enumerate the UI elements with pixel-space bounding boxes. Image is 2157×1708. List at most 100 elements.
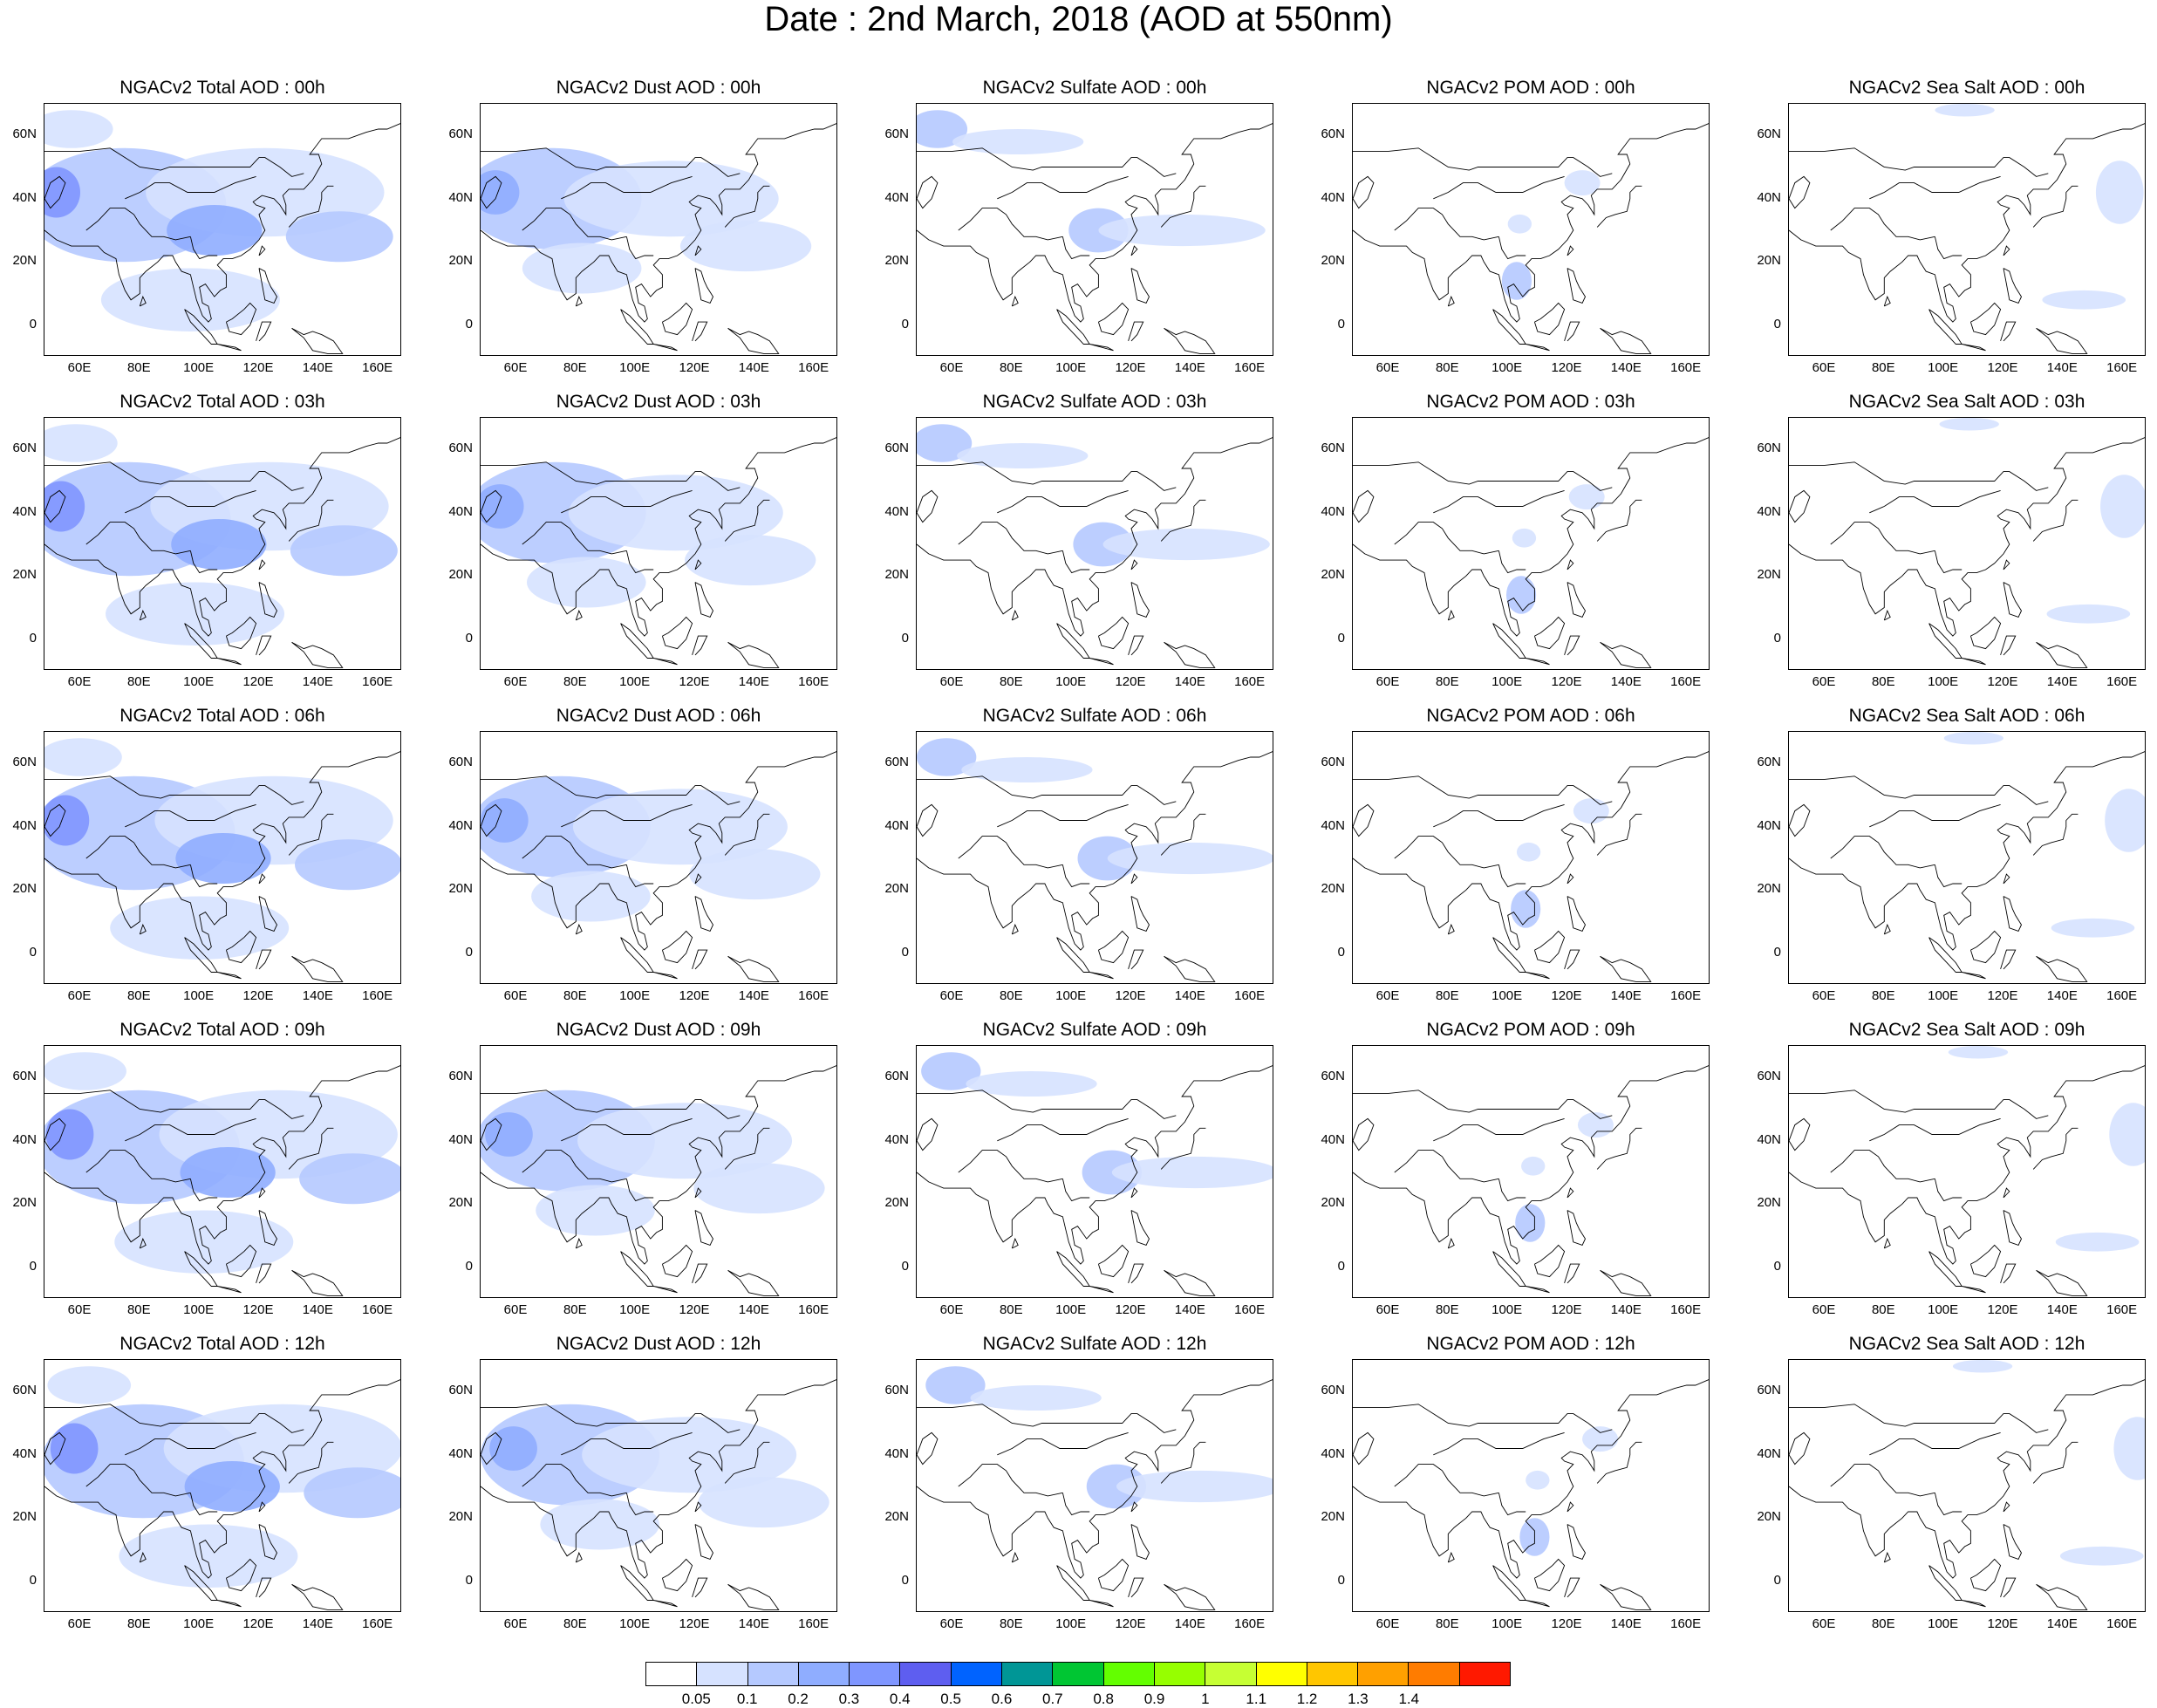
aod-field	[295, 839, 400, 891]
coastline	[694, 1501, 702, 1513]
lat-tick-label: 20N	[884, 881, 909, 897]
coastline	[625, 1179, 654, 1202]
coastline	[661, 1244, 693, 1278]
coastline	[694, 1210, 714, 1246]
coastline	[727, 328, 780, 354]
lon-tick-label: 160E	[2106, 1616, 2138, 1631]
colorbar-level-label: 0.4	[889, 1691, 911, 1707]
map-panel-sulfate-0: NGACv2 Sulfate AOD : 00h 60N 40N 20N 0 60E 80E…	[872, 77, 1308, 391]
lat-tick-label: 20N	[448, 1509, 473, 1525]
lat-tick-label: 40N	[884, 817, 909, 833]
aod-field	[1582, 1426, 1619, 1452]
coastline	[217, 344, 242, 352]
lon-tick-label: 120E	[1987, 360, 2018, 375]
coastline	[694, 1187, 702, 1199]
coastline	[225, 616, 257, 650]
colorbar-swatch	[850, 1663, 901, 1685]
lat-tick-label: 0	[1337, 1572, 1345, 1588]
lat-tick-label: 20N	[1321, 1509, 1345, 1525]
lon-tick-label: 60E	[503, 674, 528, 689]
coastline	[1433, 803, 1565, 828]
coastline	[225, 1244, 257, 1278]
coastline	[225, 1558, 257, 1592]
lon-tick-label: 160E	[362, 1302, 393, 1317]
coastline	[2003, 1187, 2010, 1199]
map-panel-total-0: NGACv2 Total AOD : 00h 60N 40N 20N 0 60E 80E 10…	[0, 77, 436, 391]
coastline	[1934, 550, 1962, 574]
lon-tick-label: 140E	[738, 360, 769, 375]
aod-field	[481, 170, 520, 215]
coastline	[1883, 1237, 1891, 1249]
coastline	[1433, 175, 1565, 200]
coastline	[217, 972, 242, 980]
coastline	[661, 616, 693, 650]
coastline	[217, 658, 242, 666]
lat-tick-label: 60N	[1757, 1383, 1781, 1398]
lat-tick-label: 20N	[1321, 881, 1345, 897]
coastline	[189, 1179, 218, 1202]
aod-field	[957, 443, 1089, 468]
coastline	[1567, 1187, 1574, 1199]
coastline	[1526, 1286, 1550, 1294]
coastline	[1061, 236, 1090, 260]
coastline	[1011, 295, 1019, 307]
coastline	[189, 550, 218, 574]
lon-tick-label: 60E	[67, 674, 92, 689]
map-svg	[481, 123, 836, 354]
coastline	[1869, 489, 2001, 514]
coastline	[1130, 245, 1138, 256]
coastline	[1962, 972, 1986, 980]
coastline	[561, 489, 693, 514]
map-svg	[917, 1052, 1273, 1296]
lon-tick-label: 80E	[126, 1616, 151, 1631]
coastline	[1433, 1117, 1565, 1142]
coastline	[288, 499, 334, 542]
lat-tick-label: 0	[901, 1572, 909, 1588]
panel-title: NGACv2 Sea Salt AOD : 06h	[1848, 706, 2085, 726]
coastline	[727, 1584, 780, 1610]
map-area	[1788, 1359, 2146, 1612]
aod-field	[2046, 604, 2131, 624]
coastline	[1789, 1065, 2145, 1265]
lon-tick-label: 120E	[1987, 674, 2018, 689]
coastline	[1789, 775, 2049, 805]
coastline	[958, 1150, 1063, 1183]
lat-tick-label: 0	[1773, 944, 1781, 960]
lon-tick-label: 100E	[1055, 360, 1087, 375]
lon-tick-label: 100E	[1055, 988, 1087, 1003]
panel-title: NGACv2 Sulfate AOD : 09h	[982, 1020, 1207, 1040]
coastline	[575, 609, 583, 621]
lon-tick-label: 100E	[619, 988, 651, 1003]
coastline	[917, 147, 1177, 177]
coastline	[1447, 923, 1455, 935]
coastline	[2032, 1441, 2079, 1484]
lon-tick-label: 160E	[2106, 360, 2138, 375]
lon-tick-label: 120E	[1115, 360, 1146, 375]
coastline	[1830, 1150, 1935, 1183]
coastline	[653, 344, 678, 352]
lat-tick-label: 40N	[1321, 817, 1345, 833]
coastline	[1830, 208, 1935, 241]
coastline	[1533, 616, 1566, 650]
coastline	[288, 1127, 334, 1170]
lat-tick-label: 60N	[448, 755, 473, 770]
map-svg	[917, 110, 1273, 354]
coastline	[1969, 1558, 2002, 1592]
lat-tick-label: 0	[1337, 944, 1345, 960]
lon-tick-label: 140E	[738, 1616, 769, 1631]
lat-tick-label: 60N	[884, 441, 909, 456]
colorbar-level-label: 1.3	[1348, 1691, 1369, 1707]
map-svg	[481, 1065, 836, 1296]
coastline	[1564, 1577, 1580, 1598]
map-area	[1788, 417, 2146, 670]
panel-title: NGACv2 POM AOD : 12h	[1426, 1334, 1635, 1354]
lon-tick-label: 100E	[1055, 674, 1087, 689]
coastline	[1130, 1524, 1150, 1560]
coastline	[1128, 1577, 1144, 1598]
lon-tick-label: 60E	[67, 360, 92, 375]
coastline	[1492, 1565, 1527, 1601]
lon-tick-label: 80E	[126, 1302, 151, 1317]
colorbar-swatch	[798, 1663, 850, 1685]
coastline	[44, 1065, 400, 1265]
lon-tick-label: 80E	[1435, 1302, 1459, 1317]
